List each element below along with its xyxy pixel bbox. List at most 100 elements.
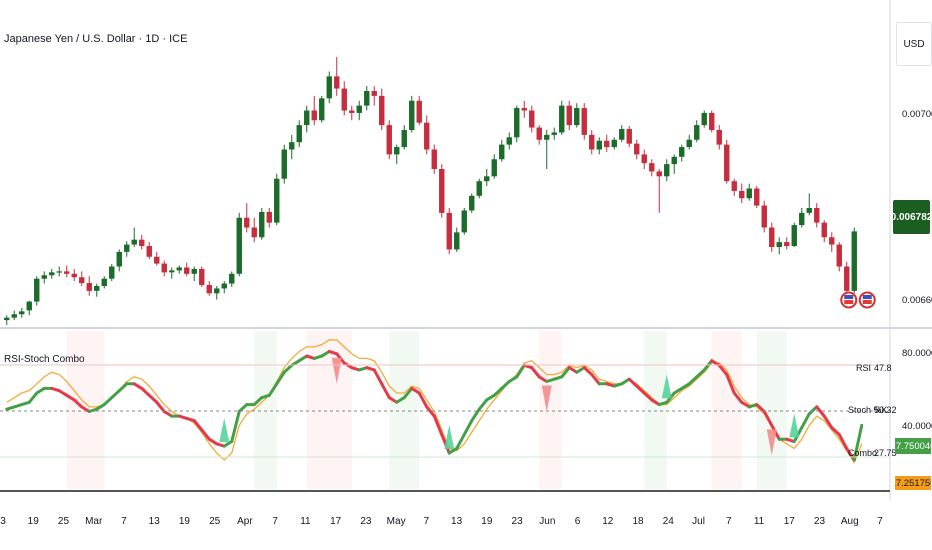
time-axis-label: 13 <box>451 516 463 527</box>
indicator-axis-label: 80.000000 <box>902 348 932 359</box>
candle-body <box>626 129 632 144</box>
candle-body <box>844 266 850 291</box>
candle-body <box>671 156 677 165</box>
candle-body <box>836 244 842 267</box>
sell-signal-marker <box>541 385 552 412</box>
candle-body <box>94 286 100 291</box>
candle-body <box>761 205 767 228</box>
rsi-line-segment <box>117 382 129 393</box>
candle-body <box>829 237 835 245</box>
candle-body <box>154 256 160 264</box>
currency-button[interactable]: USD <box>896 22 932 66</box>
flag-stripes <box>862 300 872 304</box>
signal-zone <box>711 331 742 489</box>
time-axis-label: 7 <box>121 516 127 527</box>
candle-body <box>146 246 152 257</box>
candle-body <box>754 188 760 206</box>
rsi-line-segment <box>830 426 841 437</box>
candle-body <box>184 267 190 274</box>
time-axis-label: Aug <box>840 516 859 527</box>
candle-body <box>574 108 580 126</box>
rsi-line-segment <box>590 373 601 386</box>
candle-body <box>551 132 557 135</box>
rsi-line-segment <box>27 391 39 404</box>
candle-body <box>431 149 437 169</box>
rsi-line-segment <box>102 396 114 407</box>
candle-body <box>424 122 430 150</box>
candle-body <box>86 283 92 291</box>
candle-body <box>401 130 407 148</box>
candle-body <box>289 142 295 150</box>
candle-body <box>851 231 857 291</box>
candle-body <box>214 288 220 294</box>
candle-body <box>109 266 115 279</box>
candle-body <box>64 271 70 274</box>
rsi-line-segment <box>275 370 286 386</box>
time-axis-label: May <box>386 516 406 527</box>
rsi-line-segment <box>432 414 444 437</box>
rsi-line-segment <box>282 363 294 374</box>
signal-zone <box>644 331 667 489</box>
candle-body <box>296 125 302 143</box>
time-axis-label: 6 <box>574 516 581 527</box>
candle-body <box>581 108 587 135</box>
candle-body <box>161 263 167 273</box>
candle-body <box>439 169 445 213</box>
price-axis-label: 0.006600 <box>902 295 932 306</box>
rsi-line-segment <box>725 373 736 395</box>
candle-body <box>11 314 17 318</box>
time-axis-label: Jul <box>692 516 705 527</box>
candle-body <box>4 317 10 321</box>
symbol-title[interactable]: Japanese Yen / U.S. Dollar · 1D · ICE <box>4 33 188 45</box>
indicator-title[interactable]: RSI-Stoch Combo <box>4 354 85 365</box>
rsi-line-segment <box>425 405 436 418</box>
rsi-line-segment <box>627 377 639 388</box>
rsi-line-segment <box>822 414 834 430</box>
candle-body <box>739 190 745 199</box>
time-axis-label: 7 <box>726 516 732 527</box>
candle-body <box>746 188 752 199</box>
candle-body <box>116 251 122 267</box>
legend-rsi-name: RSI <box>856 363 872 373</box>
current-price-tag: 0.006782 <box>891 200 932 234</box>
candle-body <box>266 211 272 223</box>
candle-body <box>259 211 265 238</box>
sell-signal-marker <box>331 357 342 384</box>
sell-signal-marker <box>766 429 777 456</box>
candle-body <box>199 268 205 286</box>
rsi-line-segment <box>192 419 204 432</box>
buy-signal-marker <box>661 374 672 399</box>
candle-body <box>311 110 317 121</box>
candle-body <box>499 144 505 160</box>
candle-body <box>49 272 55 276</box>
time-axis-label: 17 <box>783 516 795 527</box>
rsi-line-segment <box>800 412 811 430</box>
candle-body <box>56 271 62 273</box>
candle-body <box>476 181 482 196</box>
candle-body <box>506 137 512 145</box>
time-axis-label: 19 <box>178 516 190 527</box>
rsi-line-segment <box>807 405 819 416</box>
candle-body <box>409 100 415 130</box>
candle-body <box>566 105 572 126</box>
candle-body <box>169 270 175 273</box>
candle-body <box>821 222 827 238</box>
time-axis-label: 23 <box>360 516 372 527</box>
candle-body <box>139 239 145 247</box>
time-axis-label: 18 <box>632 516 644 527</box>
price-axis-label: 0.007000 <box>902 109 932 120</box>
rsi-line-segment <box>372 368 384 386</box>
candle-body <box>724 144 730 182</box>
legend-stoch-value: 50.32 <box>874 405 897 415</box>
candle-body <box>371 91 377 96</box>
time-axis-label: 13 <box>148 516 160 527</box>
rsi-line-segment <box>815 405 826 418</box>
rsi-line-segment <box>72 398 84 409</box>
candle-body <box>379 95 385 126</box>
legend-combo-name: Combo <box>848 448 878 458</box>
time-axis-label: 24 <box>662 516 674 527</box>
candle-body <box>26 301 32 311</box>
flag-stripes <box>844 300 854 304</box>
event-flag-icon <box>840 291 858 309</box>
